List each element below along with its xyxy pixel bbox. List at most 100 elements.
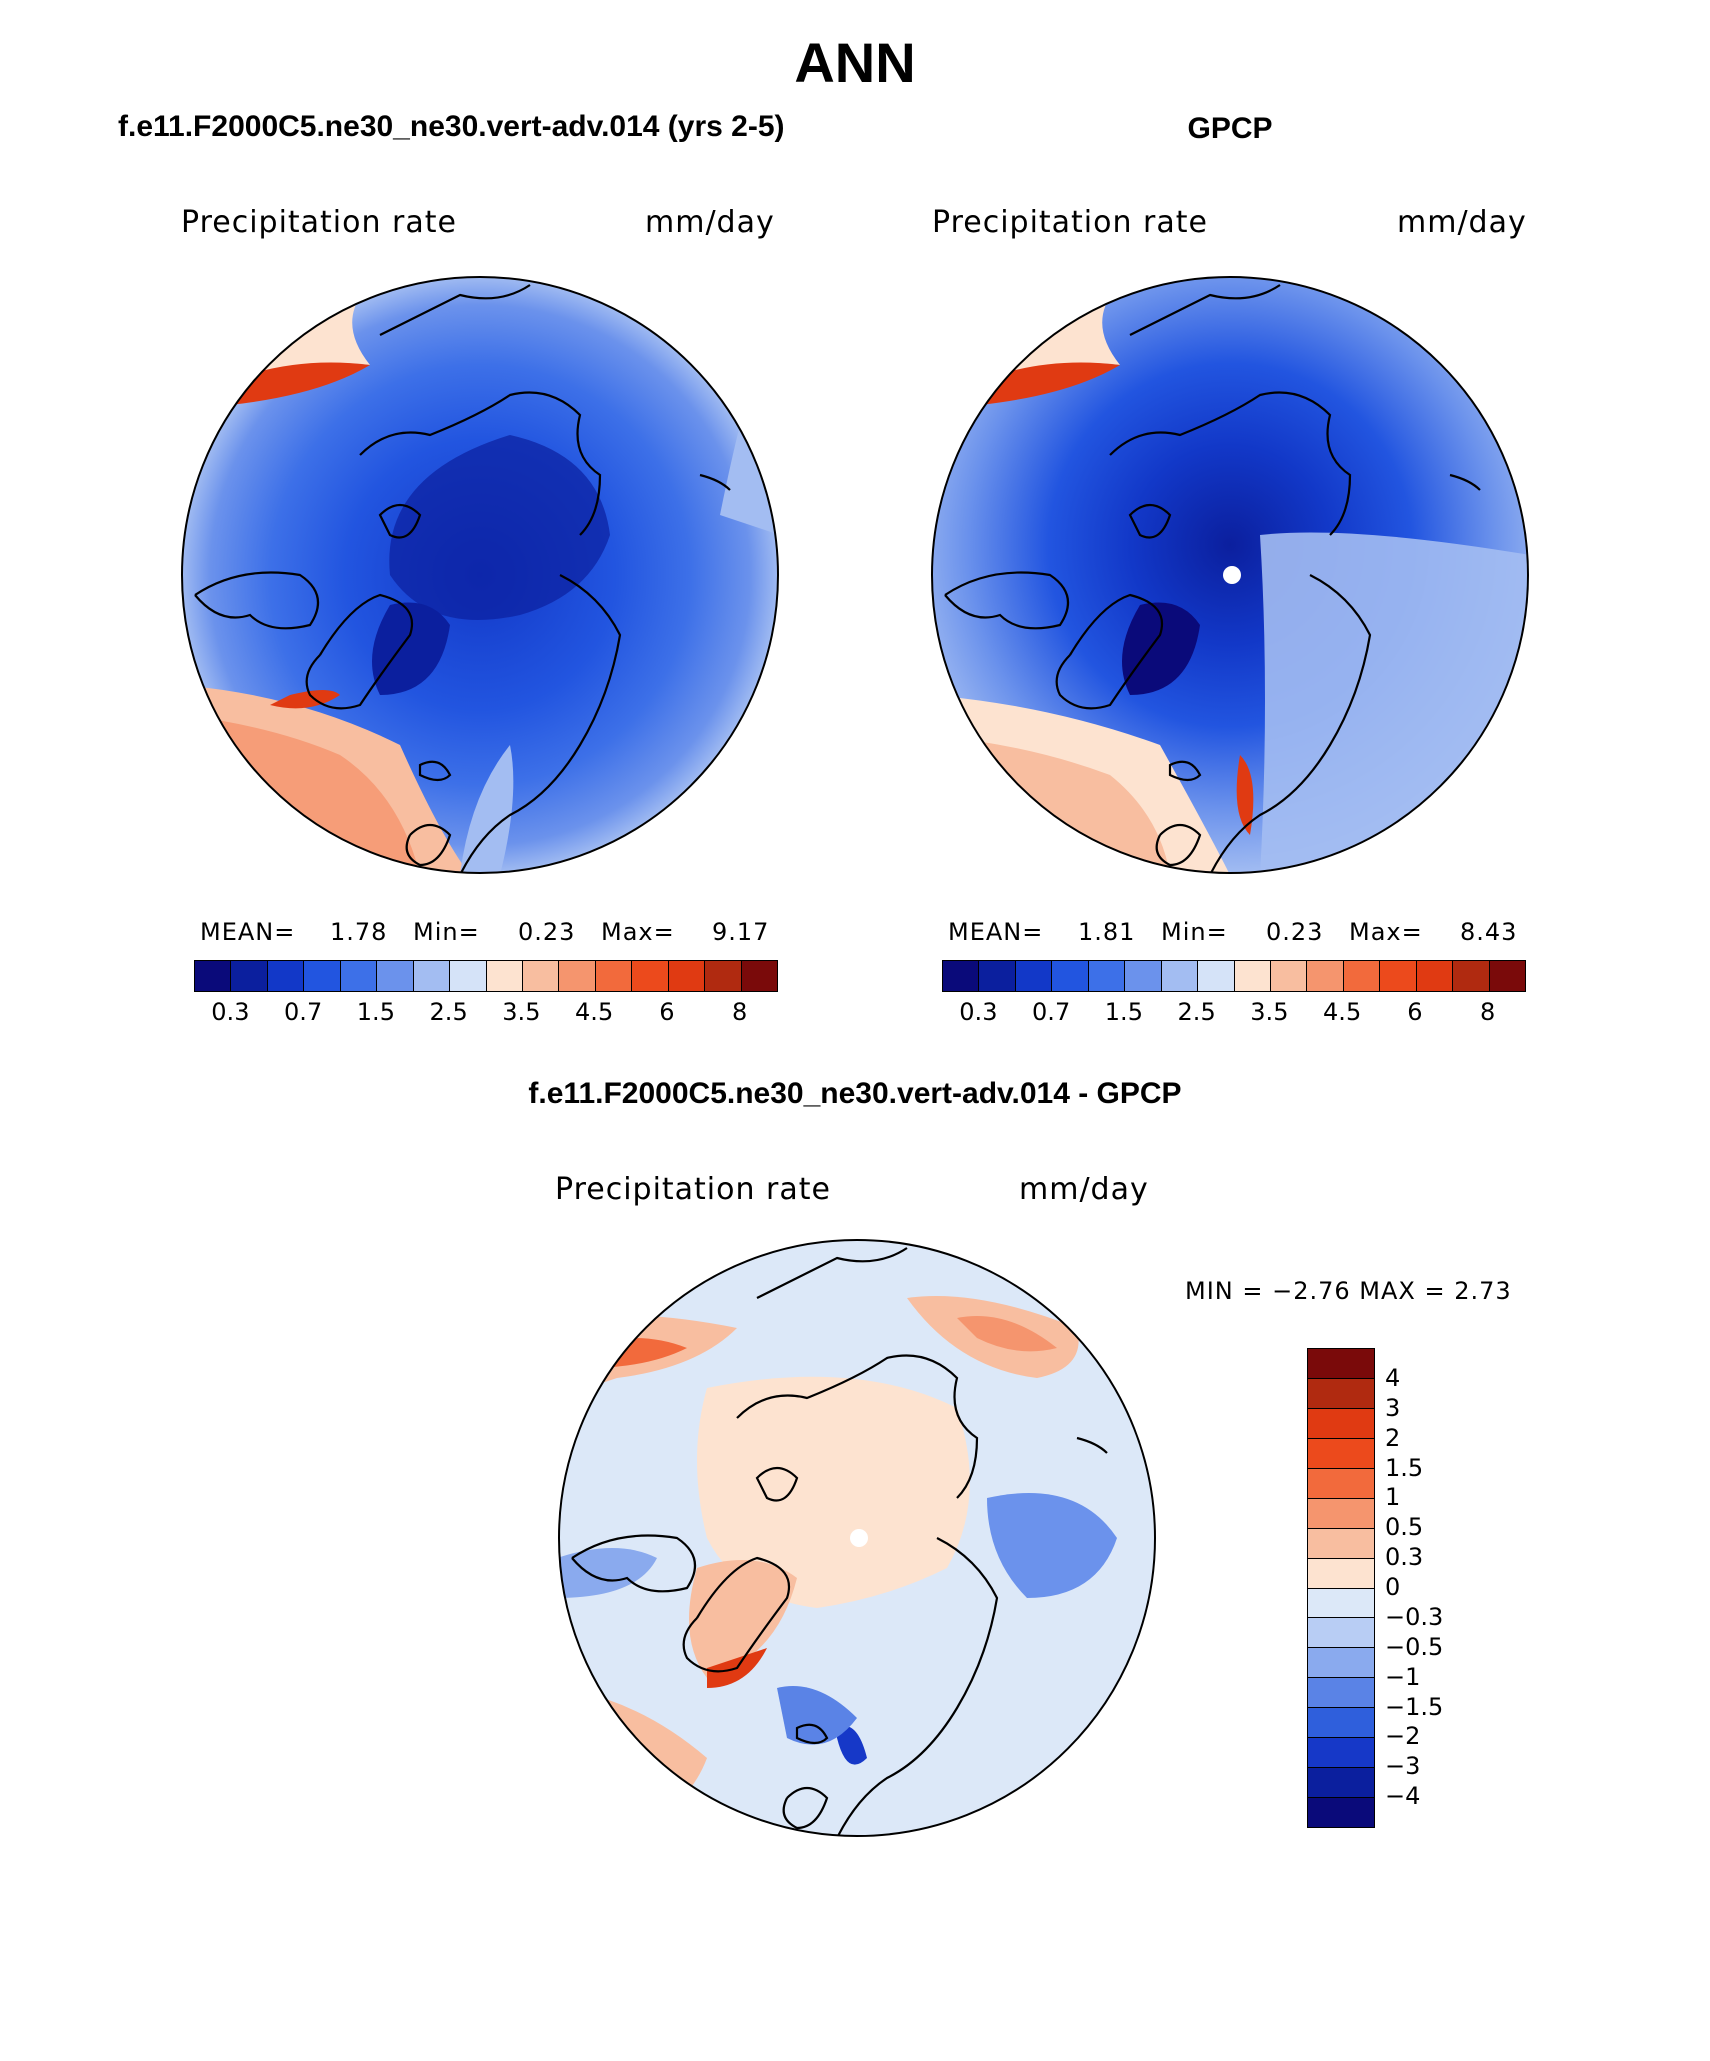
colorbar-tick-label: 0.7: [284, 998, 323, 1026]
colorbar-swatch: [267, 961, 305, 991]
panel-title-diff: f.e11.F2000C5.ne30_ne30.vert-adv.014 - G…: [528, 1077, 1182, 1110]
colorbar-swatch: [450, 961, 487, 991]
colorbar-swatch: [1088, 961, 1126, 991]
colorbar-tick-label: 4: [1385, 1363, 1401, 1392]
colorbar-tick-label: 1.5: [1385, 1453, 1424, 1482]
variable-label: Precipitation rate: [181, 205, 457, 240]
stats-min-value: 0.23: [1266, 918, 1324, 946]
colorbar-swatch: [1125, 961, 1162, 991]
colorbar-tick-label: 0.3: [959, 998, 998, 1026]
colorbar-tick-label: 1: [1385, 1483, 1401, 1512]
colorbar-swatch: [377, 961, 414, 991]
stats-max-value: 8.43: [1460, 918, 1518, 946]
colorbar-tick-label: −2: [1385, 1722, 1421, 1751]
colorbar-swatch: [1308, 1678, 1374, 1709]
polar-map-model: [181, 276, 779, 874]
units-label: mm/day: [1019, 1172, 1149, 1207]
colorbar-model: [194, 960, 778, 992]
colorbar-swatch: [1308, 1798, 1374, 1827]
colorbar-tick-label: 3.5: [1250, 998, 1289, 1026]
colorbar-swatch: [1308, 1468, 1374, 1499]
stats-max-label: Max=: [601, 918, 675, 946]
colorbar-swatch: [1308, 1349, 1374, 1379]
colorbar-tick-label: 0: [1385, 1573, 1401, 1601]
colorbar-tick-label: 6: [659, 998, 675, 1026]
colorbar-tick-label: −0.5: [1385, 1632, 1444, 1661]
colorbar-swatch: [1453, 961, 1490, 991]
colorbar-swatch: [559, 961, 596, 991]
colorbar-tick-label: −0.3: [1385, 1602, 1444, 1631]
colorbar-swatch: [1161, 961, 1199, 991]
colorbar-swatch: [943, 961, 980, 991]
panel-title-model: f.e11.F2000C5.ne30_ne30.vert-adv.014 (yr…: [118, 110, 785, 143]
units-label: mm/day: [1397, 205, 1527, 240]
colorbar-swatch: [1052, 961, 1089, 991]
colorbar-tick-label: 2.5: [429, 998, 468, 1026]
colorbar-tick-label: 2: [1385, 1423, 1401, 1452]
colorbar-swatch: [1308, 1408, 1374, 1439]
stats-min-label: Min=: [413, 918, 480, 946]
stats-max-value: 9.17: [712, 918, 770, 946]
colorbar-tick-label: 0.3: [1385, 1543, 1424, 1572]
colorbar-swatch: [1308, 1588, 1374, 1619]
colorbar-swatch: [1416, 961, 1454, 991]
colorbar-swatch: [1234, 961, 1271, 991]
colorbar-swatch: [1308, 1618, 1374, 1649]
colorbar-swatch: [1308, 1708, 1374, 1739]
stats-mean-value: 1.78: [330, 918, 388, 946]
colorbar-obs: [942, 960, 1526, 992]
colorbar-swatch: [1308, 1528, 1374, 1559]
variable-label: Precipitation rate: [932, 205, 1208, 240]
stats-max-label: Max=: [1349, 918, 1423, 946]
stats-min-value: 0.23: [518, 918, 576, 946]
colorbar-tick-label: 2.5: [1177, 998, 1216, 1026]
colorbar-swatch: [1308, 1768, 1374, 1799]
colorbar-swatch: [1270, 961, 1308, 991]
colorbar-swatch: [668, 961, 706, 991]
stats-mean-value: 1.81: [1078, 918, 1136, 946]
colorbar-swatch: [304, 961, 341, 991]
colorbar-tick-label: 4.5: [1323, 998, 1362, 1026]
colorbar-swatch: [340, 961, 378, 991]
colorbar-tick-label: 0.7: [1032, 998, 1071, 1026]
main-title: ANN: [794, 31, 916, 94]
colorbar-tick-label: −3: [1385, 1752, 1421, 1781]
colorbar-tick-label: 0.5: [1385, 1513, 1424, 1542]
colorbar-swatch: [1307, 961, 1344, 991]
colorbar-tick-label: −4: [1385, 1782, 1421, 1811]
colorbar-swatch: [1308, 1498, 1374, 1529]
colorbar-tick-label: 3.5: [502, 998, 541, 1026]
units-label: mm/day: [645, 205, 775, 240]
colorbar-swatch: [705, 961, 742, 991]
colorbar-tick-label: 1.5: [356, 998, 395, 1026]
colorbar-diff: [1307, 1348, 1375, 1828]
colorbar-swatch: [486, 961, 523, 991]
stats-mean-label: MEAN=: [200, 918, 296, 946]
colorbar-swatch: [413, 961, 451, 991]
colorbar-swatch: [1015, 961, 1053, 991]
colorbar-tick-label: 6: [1407, 998, 1423, 1026]
stats-min-label: Min=: [1161, 918, 1228, 946]
colorbar-tick-label: 1.5: [1104, 998, 1143, 1026]
colorbar-swatch: [741, 961, 777, 991]
polar-map-obs: [931, 276, 1529, 874]
colorbar-tick-label: 8: [1479, 998, 1496, 1026]
colorbar-swatch: [231, 961, 268, 991]
polar-map-diff: [558, 1239, 1156, 1837]
colorbar-swatch: [522, 961, 560, 991]
stats-mean-label: MEAN=: [948, 918, 1044, 946]
colorbar-swatch: [1489, 961, 1525, 991]
colorbar-swatch: [979, 961, 1016, 991]
colorbar-swatch: [595, 961, 633, 991]
colorbar-swatch: [1380, 961, 1417, 991]
colorbar-swatch: [1308, 1648, 1374, 1679]
colorbar-swatch: [195, 961, 232, 991]
colorbar-tick-label: −1: [1385, 1662, 1421, 1691]
colorbar-tick-label: 3: [1385, 1393, 1401, 1422]
variable-label: Precipitation rate: [555, 1172, 831, 1207]
diff-min-max: MIN = −2.76 MAX = 2.73: [1185, 1277, 1512, 1305]
panel-title-obs: GPCP: [1187, 112, 1273, 145]
colorbar-swatch: [1308, 1378, 1374, 1409]
colorbar-tick-label: −1.5: [1385, 1692, 1444, 1721]
